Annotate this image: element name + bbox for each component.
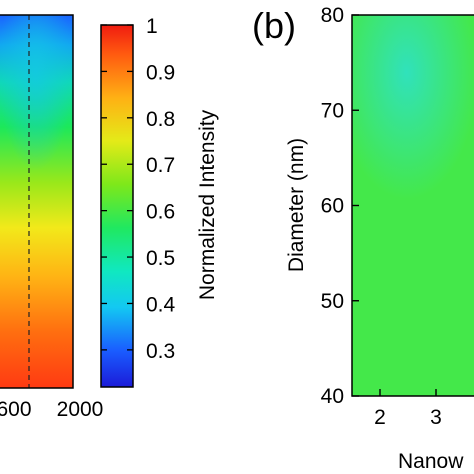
left-heatmap-glow <box>0 15 73 215</box>
colorbar-tick-label: 0.7 <box>146 154 175 177</box>
right-xlabel: Nanow <box>398 450 464 473</box>
colorbar-ticks: 0.3 0.4 0.5 0.6 0.7 0.8 0.9 1 <box>101 15 176 363</box>
colorbar-tick-label: 0.8 <box>146 108 175 131</box>
colorbar <box>100 24 134 388</box>
colorbar-tick-label: 0.4 <box>146 293 176 316</box>
left-x-tick-label: 2000 <box>57 398 104 421</box>
left-x-ticks: 600 2000 <box>0 398 103 421</box>
right-ylabel: Diameter (nm) <box>285 138 308 272</box>
left-heatmap-frame <box>0 14 74 389</box>
right-heatmap <box>351 14 474 397</box>
right-y-tick-label: 80 <box>321 4 344 27</box>
colorbar-tick-label: 0.3 <box>146 340 175 363</box>
right-y-tick-label: 40 <box>321 385 344 408</box>
right-x-tick-label: 2 <box>374 406 386 429</box>
right-y-ticks: 40 50 60 70 80 <box>321 4 359 408</box>
colorbar-tick-label: 1 <box>146 15 158 38</box>
panel-b-label: (b) <box>252 5 296 46</box>
colorbar-label: Normalized Intensity <box>196 109 219 300</box>
colorbar-tick-label: 0.5 <box>146 247 175 270</box>
colorbar-tick-label: 0.6 <box>146 201 175 224</box>
right-heatmap-glow <box>352 15 474 245</box>
colorbar-tick-label: 0.9 <box>146 61 175 84</box>
right-y-tick-label: 50 <box>321 290 344 313</box>
right-y-tick-label: 70 <box>321 99 344 122</box>
colorbar-gradient <box>100 24 134 388</box>
left-x-tick-label: 600 <box>0 398 32 421</box>
right-x-tick-label: 3 <box>430 406 442 429</box>
right-y-tick-label: 60 <box>321 195 344 218</box>
left-heatmap <box>0 14 74 389</box>
